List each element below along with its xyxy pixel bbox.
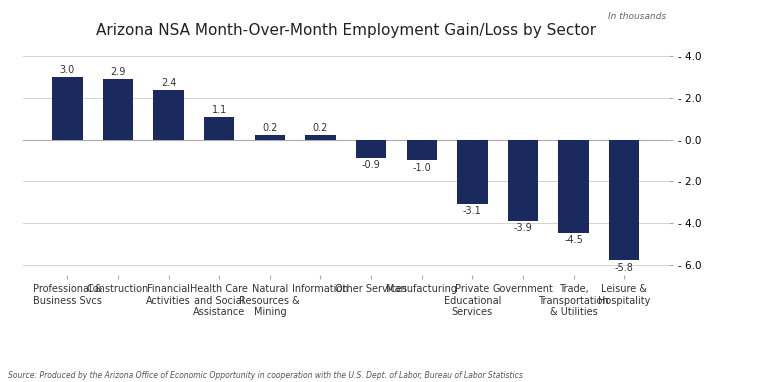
Text: -3.1: -3.1 (463, 206, 482, 216)
Bar (356, 139, 386, 159)
Text: 3.0: 3.0 (60, 65, 75, 75)
Title: Arizona NSA Month-Over-Month Employment Gain/Loss by Sector: Arizona NSA Month-Over-Month Employment … (96, 23, 596, 38)
Bar (204, 117, 234, 139)
Text: 0.2: 0.2 (313, 123, 328, 133)
Bar (508, 139, 538, 221)
Text: -3.9: -3.9 (514, 223, 532, 233)
Bar (609, 139, 639, 261)
Text: -0.9: -0.9 (362, 160, 381, 170)
Text: -4.5: -4.5 (564, 235, 583, 246)
Text: 1.1: 1.1 (211, 105, 226, 115)
Bar (559, 139, 589, 233)
Bar (154, 90, 184, 139)
Text: -1.0: -1.0 (413, 162, 431, 173)
Text: Source: Produced by the Arizona Office of Economic Opportunity in cooperation wi: Source: Produced by the Arizona Office o… (8, 371, 522, 380)
Bar (255, 136, 285, 139)
Bar (306, 136, 336, 139)
Bar (52, 77, 83, 139)
Text: -5.8: -5.8 (615, 262, 634, 272)
Text: 0.2: 0.2 (262, 123, 277, 133)
Bar (407, 139, 437, 160)
Text: 2.4: 2.4 (161, 78, 176, 87)
Text: 2.9: 2.9 (110, 67, 125, 77)
Text: In thousands: In thousands (608, 12, 666, 21)
Bar (458, 139, 488, 204)
Bar (103, 79, 133, 139)
